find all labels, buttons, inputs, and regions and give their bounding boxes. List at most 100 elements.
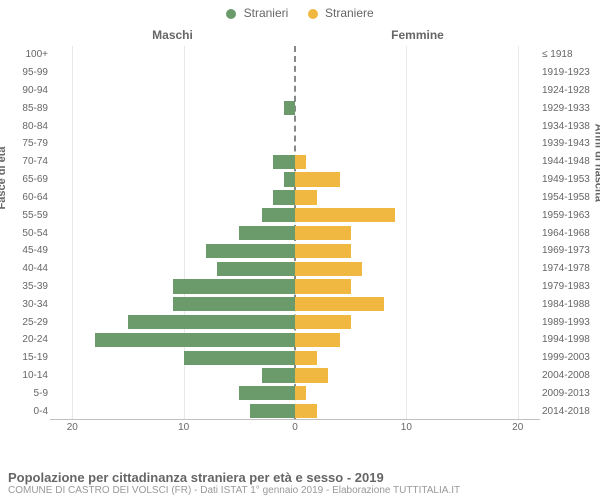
bar-row (50, 64, 540, 82)
age-label: 20-24 (8, 331, 48, 349)
birth-label: 1984-1988 (542, 295, 598, 313)
bar-row (50, 278, 540, 296)
bar-female (295, 297, 384, 311)
y-axis-title-left: Fasce di età (0, 147, 8, 210)
legend: Stranieri Straniere (0, 0, 600, 20)
legend-male: Stranieri (226, 6, 288, 20)
x-axis: 20 10 0 10 20 (50, 420, 540, 442)
bar-row (50, 349, 540, 367)
bar-male (273, 155, 295, 169)
x-tick: 10 (401, 422, 412, 433)
bar-male (284, 101, 295, 115)
birth-label: 2009-2013 (542, 384, 598, 402)
bar-male (239, 386, 295, 400)
population-pyramid-chart: Stranieri Straniere Maschi Femmine Fasce… (0, 0, 600, 500)
bar-male (128, 315, 295, 329)
bar-female (295, 244, 351, 258)
age-label: 70-74 (8, 153, 48, 171)
bar-male (250, 404, 295, 418)
birth-label: 1944-1948 (542, 153, 598, 171)
birth-label: 2014-2018 (542, 402, 598, 420)
birth-label: 1994-1998 (542, 331, 598, 349)
age-label: 10-14 (8, 367, 48, 385)
legend-swatch-male (226, 9, 236, 19)
birth-label: 1989-1993 (542, 313, 598, 331)
age-label: 15-19 (8, 349, 48, 367)
age-label: 0-4 (8, 402, 48, 420)
birth-label: 1969-1973 (542, 242, 598, 260)
bar-female (295, 208, 395, 222)
bar-female (295, 279, 351, 293)
bar-female (295, 368, 328, 382)
y-axis-left-labels: 100+95-9990-9485-8980-8475-7970-7465-696… (8, 46, 48, 420)
age-label: 30-34 (8, 295, 48, 313)
side-label-male: Maschi (152, 28, 193, 42)
birth-label: 1964-1968 (542, 224, 598, 242)
age-label: 40-44 (8, 260, 48, 278)
age-label: 45-49 (8, 242, 48, 260)
bar-male (206, 244, 295, 258)
bar-female (295, 333, 340, 347)
birth-label: 1999-2003 (542, 349, 598, 367)
age-label: 65-69 (8, 171, 48, 189)
age-label: 50-54 (8, 224, 48, 242)
birth-label: 1979-1983 (542, 278, 598, 296)
legend-label-male: Stranieri (244, 6, 289, 20)
bar-female (295, 190, 317, 204)
bar-female (295, 226, 351, 240)
birth-label: 1974-1978 (542, 260, 598, 278)
birth-label: 1919-1923 (542, 64, 598, 82)
bar-row (50, 313, 540, 331)
bar-male (217, 262, 295, 276)
legend-swatch-female (308, 9, 318, 19)
age-label: 55-59 (8, 206, 48, 224)
bar-rows (50, 46, 540, 420)
chart-subtitle: COMUNE DI CASTRO DEI VOLSCI (FR) - Dati … (8, 485, 592, 496)
x-tick: 0 (292, 422, 298, 433)
bar-row (50, 99, 540, 117)
bar-row (50, 153, 540, 171)
bar-row (50, 117, 540, 135)
bar-row (50, 206, 540, 224)
age-label: 100+ (8, 46, 48, 64)
birth-label: 1959-1963 (542, 206, 598, 224)
birth-label: 1934-1938 (542, 117, 598, 135)
legend-label-female: Straniere (325, 6, 374, 20)
age-label: 85-89 (8, 99, 48, 117)
bar-row (50, 189, 540, 207)
bar-row (50, 367, 540, 385)
bar-row (50, 260, 540, 278)
bar-male (239, 226, 295, 240)
age-label: 80-84 (8, 117, 48, 135)
age-label: 90-94 (8, 82, 48, 100)
age-label: 5-9 (8, 384, 48, 402)
age-label: 25-29 (8, 313, 48, 331)
bar-male (173, 279, 296, 293)
birth-label: 2004-2008 (542, 367, 598, 385)
x-tick: 20 (512, 422, 523, 433)
x-tick: 10 (178, 422, 189, 433)
bar-row (50, 295, 540, 313)
bar-row (50, 46, 540, 64)
birth-label: 1929-1933 (542, 99, 598, 117)
bar-female (295, 155, 306, 169)
bar-male (284, 172, 295, 186)
bar-row (50, 331, 540, 349)
bar-female (295, 386, 306, 400)
age-label: 35-39 (8, 278, 48, 296)
plot-area: Maschi Femmine Fasce di età Anni di nasc… (50, 28, 540, 442)
bar-row (50, 242, 540, 260)
bar-female (295, 172, 340, 186)
bar-row (50, 171, 540, 189)
x-tick: 20 (67, 422, 78, 433)
bar-row (50, 224, 540, 242)
chart-title: Popolazione per cittadinanza straniera p… (8, 470, 592, 485)
chart-footer: Popolazione per cittadinanza straniera p… (8, 470, 592, 496)
bar-male (273, 190, 295, 204)
age-label: 95-99 (8, 64, 48, 82)
bar-female (295, 262, 362, 276)
birth-label: 1954-1958 (542, 189, 598, 207)
bar-female (295, 315, 351, 329)
bar-row (50, 402, 540, 420)
bar-male (95, 333, 295, 347)
